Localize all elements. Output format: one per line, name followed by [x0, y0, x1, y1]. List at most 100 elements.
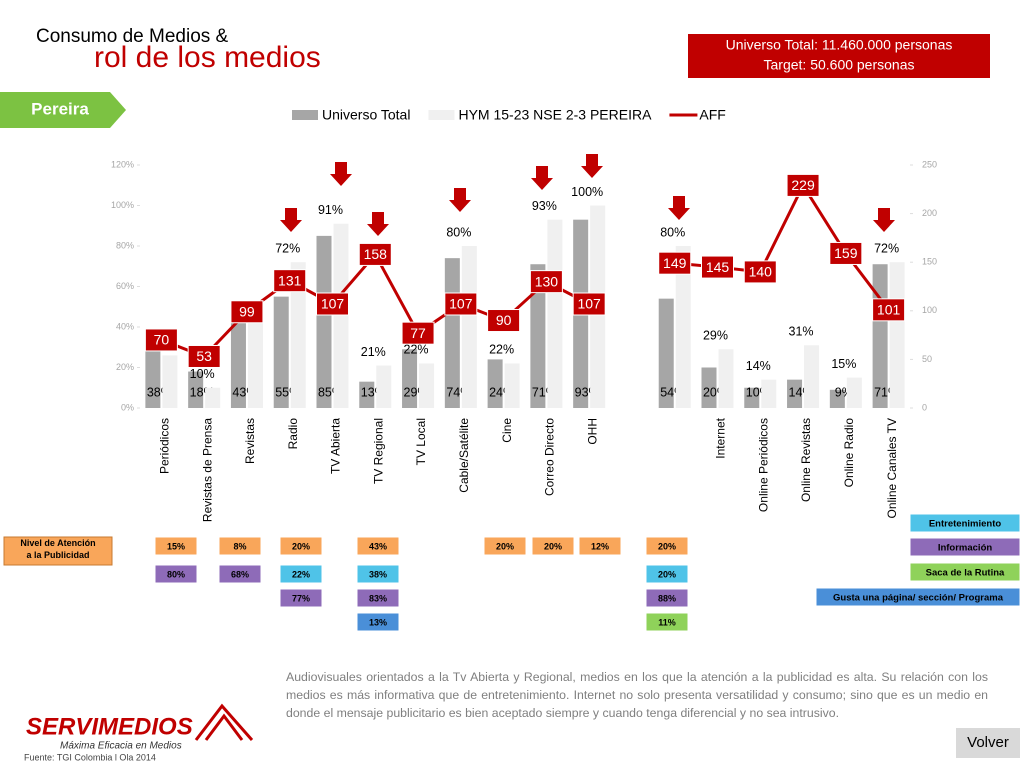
point-label: 131 [278, 272, 302, 288]
point-box [273, 269, 307, 293]
bar-label: 91% [318, 203, 343, 217]
y2-tick-label: 100 [922, 305, 937, 315]
x-tick-label: Correo Directo [543, 418, 557, 496]
arrow [367, 212, 389, 236]
point-box [144, 328, 178, 352]
attention-cell [154, 564, 198, 584]
bar-label: 29% [703, 329, 728, 343]
attention-value: 15% [167, 541, 185, 551]
bar [530, 264, 546, 408]
bar [761, 379, 777, 408]
bar [487, 359, 503, 408]
point-label: 53 [196, 348, 212, 364]
point-box [658, 251, 692, 275]
x-tick-label: OHH [585, 418, 599, 445]
attention-value: 38% [369, 569, 387, 579]
brand: SERVIMEDIOS [26, 713, 193, 740]
bar [846, 377, 862, 408]
attention-value: 20% [658, 569, 676, 579]
attention-value: 83% [369, 593, 387, 603]
y-tick-label: 0% [121, 402, 134, 412]
bar [205, 387, 221, 408]
attention-table: Nivel de Atención a la Publicidad 15% 80% 8%… [3, 513, 1021, 632]
bar [658, 298, 674, 408]
bar-label: 72% [275, 241, 300, 255]
bar [359, 381, 375, 408]
x-tick-label: Online Radio [842, 418, 856, 488]
attention-cell [645, 588, 689, 608]
point-box [187, 344, 221, 368]
bar [419, 363, 435, 408]
attention-cell [218, 536, 262, 556]
y-tick-label: 80% [116, 240, 134, 250]
x-tick-label: Revistas [243, 418, 257, 464]
bar-label: 93% [532, 199, 557, 213]
bar-label: 22% [489, 343, 514, 357]
bar [461, 246, 477, 408]
attention-value: 12% [591, 541, 609, 551]
attention-cell [279, 536, 323, 556]
point-box [316, 292, 349, 316]
bar-label: 100% [571, 185, 603, 199]
x-tick-label: TV Abierta [329, 418, 343, 474]
arrow [668, 196, 690, 220]
x-tick-label: Online Periódicos [756, 418, 770, 512]
point-label: 99 [239, 303, 255, 319]
attention-cell [356, 536, 400, 556]
universe-box [688, 34, 990, 78]
bar-label: 80% [446, 225, 471, 239]
line [160, 182, 890, 359]
arrow [449, 188, 471, 212]
point-box [487, 309, 521, 333]
logo-mark [194, 703, 254, 741]
back-label[interactable]: Volver [967, 734, 1009, 751]
point-box [872, 298, 906, 322]
bar [718, 349, 734, 408]
arrow [330, 162, 352, 186]
attention-legend-box [909, 513, 1021, 533]
x-tick-label: Online Revistas [799, 418, 813, 502]
back-button[interactable] [956, 728, 1020, 758]
attention-legend-box [909, 562, 1021, 582]
point-label: 90 [496, 312, 512, 328]
attention-cell [279, 588, 323, 608]
attention-cell [356, 612, 400, 632]
attention-cell [279, 564, 323, 584]
attention-legend-box [815, 587, 1021, 607]
arrow [581, 154, 603, 178]
x-tick-label: Periódicos [158, 418, 172, 474]
point-box [529, 270, 563, 294]
point-label: 140 [749, 264, 773, 280]
attention-legend-label: Entretenimiento [929, 519, 1002, 530]
attention-legend-label: Información [938, 543, 993, 554]
point-box [401, 321, 435, 345]
bar-label: 21% [361, 345, 386, 359]
bar-label: 31% [789, 325, 814, 339]
bar [675, 246, 691, 408]
bar [290, 262, 306, 408]
bar [316, 235, 332, 408]
attention-value: 80% [167, 569, 185, 579]
y2-tick-label: 200 [922, 208, 937, 218]
legend-label: Universo Total [322, 107, 410, 123]
attention-value: 22% [292, 569, 310, 579]
bar-label: 80% [660, 225, 685, 239]
x-tick-label: Cable/Satélite [457, 418, 471, 493]
x-tick-label: TV Local [414, 418, 428, 465]
attention-value: 11% [658, 617, 676, 627]
attention-value: 20% [544, 541, 562, 551]
universe-text: Universo Total: 11.460.000 personas [726, 37, 953, 53]
bar [376, 365, 392, 408]
bar [230, 320, 246, 408]
y-tick-label: 20% [116, 362, 134, 372]
bar [744, 387, 760, 408]
chart: 0% 20% 40% 60% 80% 100% 120% 0 50 100 150 200 250 Per… [111, 107, 937, 522]
point-label: 149 [663, 255, 687, 271]
point-box [358, 242, 392, 266]
point-box [701, 255, 734, 279]
point-label: 77 [410, 325, 426, 341]
point-label: 130 [535, 273, 559, 289]
bar [547, 219, 563, 408]
bar [162, 355, 178, 408]
